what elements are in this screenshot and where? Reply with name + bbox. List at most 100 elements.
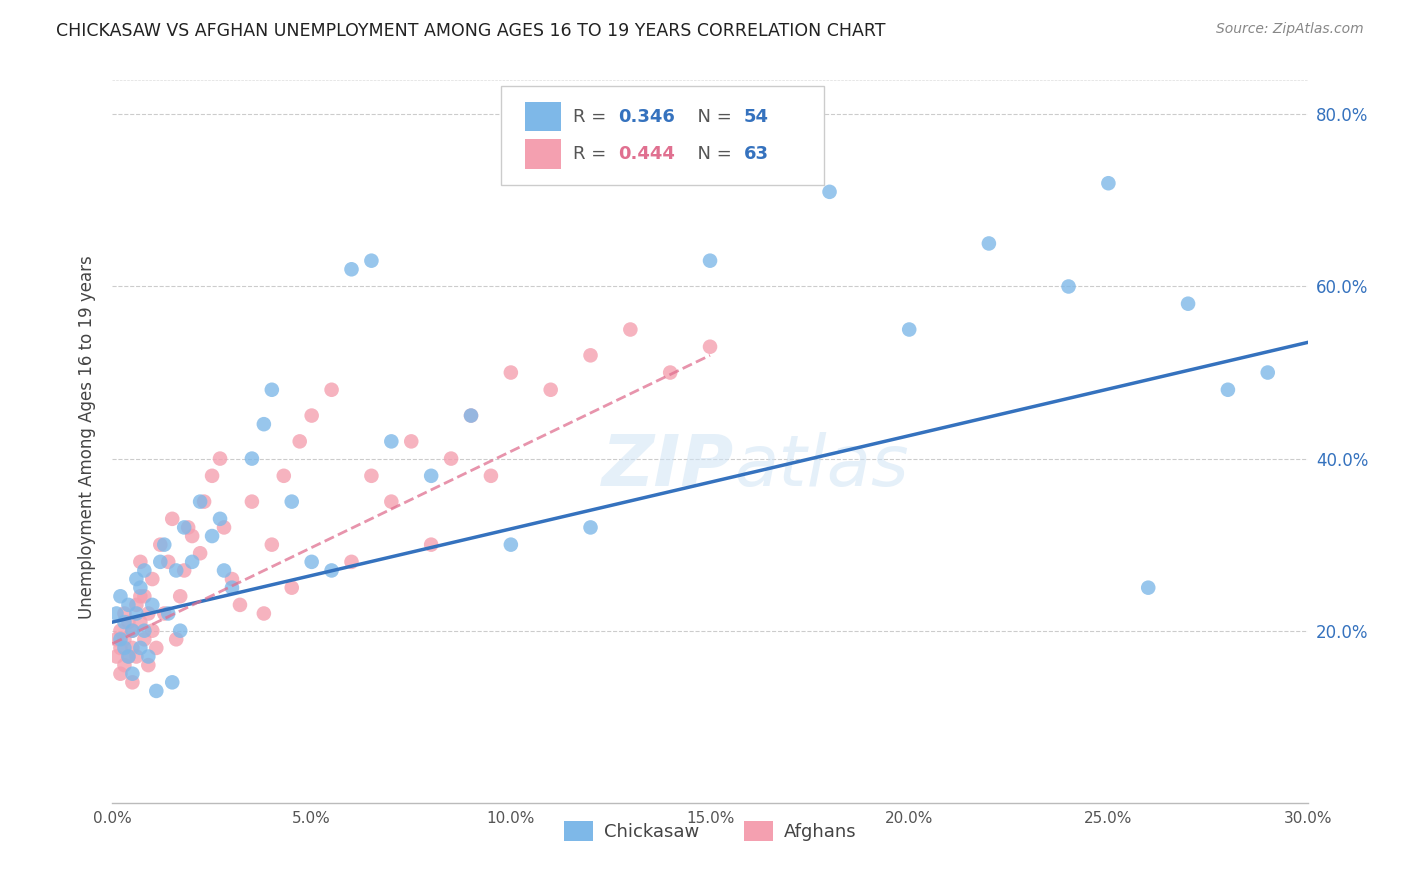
Point bbox=[229, 598, 252, 612]
Point bbox=[360, 468, 382, 483]
FancyBboxPatch shape bbox=[501, 86, 824, 185]
Text: Source: ZipAtlas.com: Source: ZipAtlas.com bbox=[1216, 22, 1364, 37]
Point bbox=[121, 640, 143, 655]
Point bbox=[129, 640, 152, 655]
Point bbox=[134, 564, 156, 578]
FancyBboxPatch shape bbox=[524, 139, 561, 169]
Point bbox=[188, 546, 211, 560]
Point bbox=[121, 675, 143, 690]
Point bbox=[579, 520, 602, 534]
Point bbox=[340, 262, 363, 277]
Point bbox=[253, 417, 276, 432]
Point bbox=[193, 494, 215, 508]
Point bbox=[699, 253, 721, 268]
Point bbox=[460, 409, 482, 423]
Point bbox=[173, 564, 195, 578]
Point bbox=[1097, 176, 1119, 190]
Text: CHICKASAW VS AFGHAN UNEMPLOYMENT AMONG AGES 16 TO 19 YEARS CORRELATION CHART: CHICKASAW VS AFGHAN UNEMPLOYMENT AMONG A… bbox=[56, 22, 886, 40]
Point bbox=[420, 468, 443, 483]
Point bbox=[1057, 279, 1080, 293]
Point bbox=[162, 512, 183, 526]
Text: N =: N = bbox=[686, 145, 738, 163]
Point bbox=[619, 322, 641, 336]
Point bbox=[121, 624, 143, 638]
Text: R =: R = bbox=[572, 108, 612, 126]
Point bbox=[105, 649, 128, 664]
Point bbox=[105, 607, 128, 621]
Text: R =: R = bbox=[572, 145, 612, 163]
Point bbox=[145, 684, 167, 698]
Point bbox=[288, 434, 311, 449]
Point bbox=[117, 615, 139, 629]
Point bbox=[401, 434, 423, 449]
Text: 0.444: 0.444 bbox=[619, 145, 675, 163]
Point bbox=[117, 598, 139, 612]
Point bbox=[114, 607, 135, 621]
Point bbox=[301, 555, 323, 569]
Point bbox=[499, 366, 522, 380]
Point bbox=[145, 640, 167, 655]
Point bbox=[221, 572, 243, 586]
Point bbox=[121, 624, 143, 638]
Point bbox=[162, 675, 183, 690]
Point bbox=[157, 555, 180, 569]
Point bbox=[221, 581, 243, 595]
Point bbox=[212, 520, 235, 534]
Point bbox=[153, 538, 176, 552]
Point bbox=[1137, 581, 1160, 595]
Point bbox=[380, 434, 402, 449]
Point bbox=[177, 520, 200, 534]
Point bbox=[181, 555, 204, 569]
Point bbox=[1177, 296, 1199, 310]
Point bbox=[699, 340, 721, 354]
Point bbox=[380, 494, 402, 508]
Point bbox=[818, 185, 841, 199]
Point bbox=[240, 494, 263, 508]
Point bbox=[153, 607, 176, 621]
Point bbox=[260, 383, 283, 397]
Point bbox=[659, 366, 682, 380]
Point bbox=[149, 555, 172, 569]
Point bbox=[125, 649, 148, 664]
Point bbox=[125, 572, 148, 586]
Point bbox=[360, 253, 382, 268]
Point bbox=[273, 468, 295, 483]
Point bbox=[165, 564, 187, 578]
Point bbox=[1257, 366, 1279, 380]
Point bbox=[579, 348, 602, 362]
Point bbox=[138, 649, 160, 664]
Text: 0.346: 0.346 bbox=[619, 108, 675, 126]
Point bbox=[977, 236, 1000, 251]
Point bbox=[138, 658, 160, 673]
Point bbox=[281, 581, 304, 595]
Point bbox=[114, 632, 135, 647]
Point bbox=[201, 529, 224, 543]
Point bbox=[134, 589, 156, 603]
Point bbox=[281, 494, 304, 508]
Point bbox=[321, 564, 343, 578]
Point bbox=[110, 589, 132, 603]
Point bbox=[173, 520, 195, 534]
Point bbox=[240, 451, 263, 466]
Point bbox=[301, 409, 323, 423]
Y-axis label: Unemployment Among Ages 16 to 19 years: Unemployment Among Ages 16 to 19 years bbox=[77, 255, 96, 619]
Point bbox=[420, 538, 443, 552]
Point bbox=[129, 555, 152, 569]
Point bbox=[165, 632, 187, 647]
Point bbox=[440, 451, 463, 466]
Point bbox=[138, 607, 160, 621]
Point bbox=[188, 494, 211, 508]
Point bbox=[209, 451, 232, 466]
FancyBboxPatch shape bbox=[524, 102, 561, 131]
Point bbox=[121, 666, 143, 681]
Text: ZIP: ZIP bbox=[602, 432, 734, 500]
Point bbox=[169, 624, 191, 638]
Point bbox=[141, 624, 163, 638]
Point bbox=[260, 538, 283, 552]
Point bbox=[117, 649, 139, 664]
Point bbox=[134, 624, 156, 638]
Point bbox=[181, 529, 204, 543]
Point bbox=[898, 322, 921, 336]
Point bbox=[129, 615, 152, 629]
Text: N =: N = bbox=[686, 108, 738, 126]
